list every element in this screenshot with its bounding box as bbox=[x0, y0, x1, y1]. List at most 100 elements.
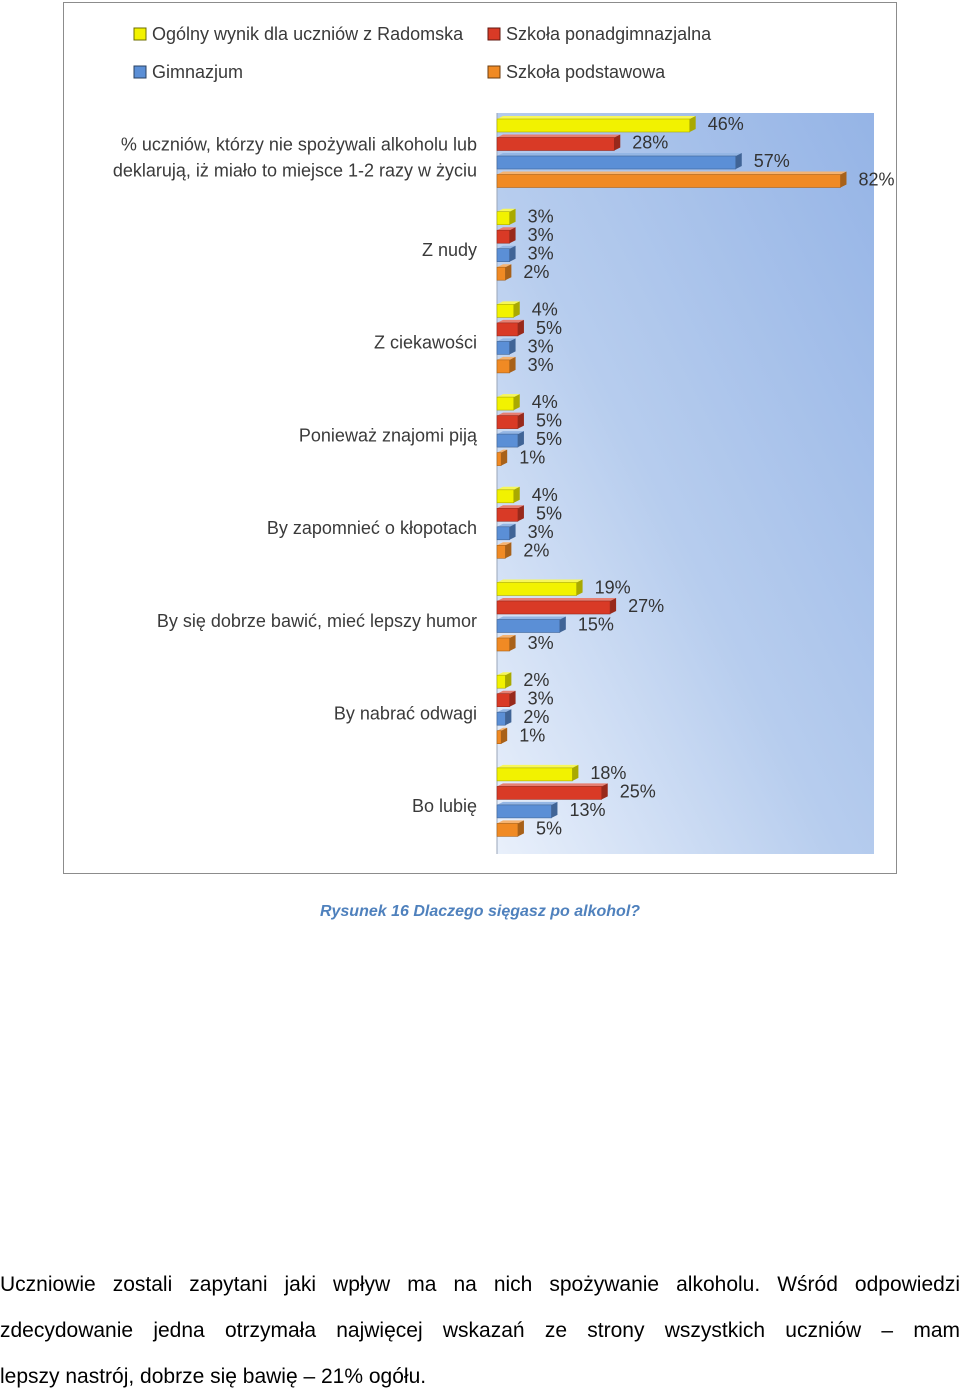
bar-top bbox=[497, 635, 516, 638]
value-label: 5% bbox=[536, 429, 562, 449]
bar-end bbox=[509, 227, 516, 244]
bar bbox=[496, 396, 515, 411]
value-label: 3% bbox=[528, 244, 554, 264]
bar bbox=[496, 359, 510, 374]
bar-top bbox=[497, 449, 508, 453]
body-paragraph: Uczniowie zostali zapytani jaki wpływ ma… bbox=[0, 1262, 960, 1400]
value-label: 82% bbox=[858, 170, 894, 190]
value-label: 27% bbox=[628, 596, 664, 616]
bar-top bbox=[497, 486, 520, 490]
value-label: 15% bbox=[578, 615, 614, 635]
bar-end bbox=[559, 616, 566, 633]
paragraph-line: Uczniowie zostali zapytani jaki wpływ ma… bbox=[0, 1273, 960, 1296]
bar bbox=[496, 693, 510, 708]
value-label: 2% bbox=[523, 262, 549, 282]
bar bbox=[496, 600, 611, 615]
bar-top bbox=[497, 783, 608, 787]
bar-end bbox=[735, 153, 742, 169]
bar-end bbox=[513, 486, 520, 503]
bar-end bbox=[517, 412, 524, 429]
bars bbox=[496, 116, 847, 837]
value-label: 3% bbox=[528, 355, 554, 375]
value-label: 3% bbox=[528, 689, 554, 709]
bar-top bbox=[497, 264, 512, 268]
bar-top bbox=[497, 412, 524, 416]
bar bbox=[496, 674, 506, 689]
bar-end bbox=[501, 727, 508, 744]
bar bbox=[496, 248, 510, 262]
bar bbox=[496, 266, 506, 281]
bar-end bbox=[509, 245, 516, 262]
bar-top bbox=[497, 801, 558, 805]
bar-top bbox=[497, 134, 621, 138]
bar-top bbox=[497, 356, 516, 360]
value-label: 5% bbox=[536, 411, 562, 431]
bar-top bbox=[497, 616, 566, 620]
bar-end bbox=[509, 690, 516, 707]
bar-end bbox=[501, 449, 508, 466]
bar bbox=[496, 637, 510, 652]
value-label: 28% bbox=[632, 133, 668, 153]
bar-end bbox=[840, 171, 847, 188]
bar-top bbox=[497, 394, 520, 398]
bar-end bbox=[509, 338, 516, 355]
bar-end bbox=[517, 820, 524, 837]
value-label: 4% bbox=[532, 299, 558, 319]
value-label: 2% bbox=[523, 540, 549, 560]
category-label: % uczniów, którzy nie spożywali alkoholu… bbox=[121, 134, 477, 154]
bar-end bbox=[517, 319, 524, 336]
value-label: 5% bbox=[536, 818, 562, 838]
bar-top bbox=[497, 171, 847, 175]
bar bbox=[496, 489, 515, 504]
bar-end bbox=[509, 208, 516, 225]
value-label: 3% bbox=[528, 225, 554, 245]
value-label: 4% bbox=[532, 392, 558, 412]
bar-end bbox=[689, 116, 696, 132]
legend-swatch bbox=[487, 65, 501, 79]
bar-end bbox=[509, 635, 516, 651]
value-label: 2% bbox=[523, 670, 549, 690]
legend-label: Gimnazjum bbox=[152, 62, 243, 82]
bar-top bbox=[497, 153, 742, 156]
bar bbox=[496, 711, 506, 726]
bar-top bbox=[497, 505, 524, 509]
bar bbox=[496, 155, 737, 170]
bar-end bbox=[517, 431, 524, 448]
bar-top bbox=[497, 542, 512, 546]
legend-label: Ogólny wynik dla uczniów z Radomska bbox=[152, 24, 464, 44]
category-label: Z nudy bbox=[422, 240, 477, 260]
value-label: 3% bbox=[528, 207, 554, 227]
bar-end bbox=[505, 709, 512, 726]
value-label: 57% bbox=[754, 151, 790, 171]
bar-end bbox=[509, 356, 516, 373]
bar-end bbox=[505, 264, 512, 281]
value-label: 3% bbox=[528, 336, 554, 356]
value-label: 5% bbox=[536, 503, 562, 523]
bar-end bbox=[513, 394, 520, 411]
bar bbox=[496, 767, 573, 782]
bar bbox=[496, 544, 506, 559]
category-label: By zapomnieć o kłopotach bbox=[267, 518, 477, 538]
bar bbox=[496, 118, 690, 133]
bar-end bbox=[505, 672, 512, 689]
bar bbox=[496, 174, 841, 188]
value-label: 46% bbox=[708, 114, 744, 134]
bar-end bbox=[551, 801, 558, 818]
bar bbox=[496, 730, 502, 745]
bar-top bbox=[497, 690, 516, 694]
bar-top bbox=[497, 338, 516, 342]
figure-caption: Rysunek 16 Dlaczego sięgasz po alkohol? bbox=[319, 903, 641, 920]
bar-end bbox=[610, 598, 617, 614]
bar-top bbox=[497, 672, 512, 676]
bar bbox=[496, 452, 502, 466]
bar-top bbox=[497, 598, 617, 601]
bar-top bbox=[497, 523, 516, 527]
bar-top bbox=[497, 709, 512, 713]
bar bbox=[496, 804, 552, 819]
value-label: 2% bbox=[523, 707, 549, 727]
chart-frame: Ogólny wynik dla uczniów z Radomska Szkoł… bbox=[63, 2, 897, 874]
value-label: 3% bbox=[528, 633, 554, 653]
category-label: By się dobrze bawić, mieć lepszy humor bbox=[157, 611, 477, 631]
bar-end bbox=[513, 301, 520, 318]
bar bbox=[496, 526, 510, 541]
